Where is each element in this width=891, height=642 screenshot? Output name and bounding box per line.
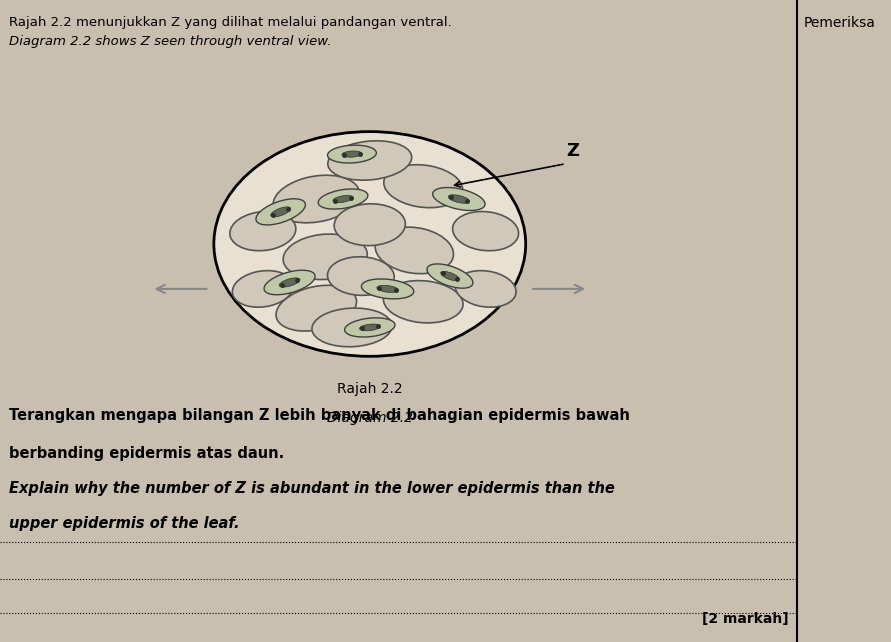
Ellipse shape: [375, 227, 454, 273]
Ellipse shape: [334, 204, 405, 246]
Ellipse shape: [455, 271, 516, 307]
Ellipse shape: [448, 195, 470, 204]
Ellipse shape: [433, 187, 485, 211]
Ellipse shape: [441, 272, 459, 281]
Text: Pemeriksa: Pemeriksa: [804, 16, 875, 30]
Text: Diagram 2.2 shows Z seen through ventral view.: Diagram 2.2 shows Z seen through ventral…: [9, 35, 331, 48]
Text: upper epidermis of the leaf.: upper epidermis of the leaf.: [9, 516, 240, 530]
Text: Rajah 2.2: Rajah 2.2: [337, 382, 403, 396]
Ellipse shape: [279, 278, 300, 287]
Ellipse shape: [230, 211, 296, 251]
Ellipse shape: [328, 145, 376, 163]
Text: Diagram 2.2: Diagram 2.2: [327, 411, 413, 425]
Ellipse shape: [362, 279, 413, 299]
Text: Explain why the number of Z is abundant in the lower epidermis than the: Explain why the number of Z is abundant …: [9, 482, 615, 496]
Ellipse shape: [312, 308, 392, 347]
Ellipse shape: [264, 270, 315, 295]
Text: Rajah 2.2 menunjukkan Z yang dilihat melalui pandangan ventral.: Rajah 2.2 menunjukkan Z yang dilihat mel…: [9, 16, 452, 29]
Ellipse shape: [384, 165, 462, 207]
Ellipse shape: [342, 151, 362, 157]
Ellipse shape: [328, 257, 394, 295]
Ellipse shape: [377, 286, 398, 292]
Ellipse shape: [283, 234, 367, 279]
Ellipse shape: [271, 207, 290, 217]
Circle shape: [214, 132, 526, 356]
Ellipse shape: [274, 175, 359, 223]
Text: Terangkan mengapa bilangan Z lebih banyak di bahagian epidermis bawah: Terangkan mengapa bilangan Z lebih banya…: [9, 408, 630, 422]
Text: [2 markah]: [2 markah]: [702, 612, 789, 626]
Ellipse shape: [427, 264, 473, 288]
Ellipse shape: [383, 281, 463, 323]
Ellipse shape: [333, 195, 353, 203]
Ellipse shape: [318, 189, 368, 209]
Ellipse shape: [276, 285, 356, 331]
Ellipse shape: [345, 318, 395, 337]
Ellipse shape: [359, 324, 380, 331]
Text: Z: Z: [566, 143, 578, 160]
Ellipse shape: [256, 199, 306, 225]
Text: berbanding epidermis atas daun.: berbanding epidermis atas daun.: [9, 446, 284, 461]
Ellipse shape: [453, 211, 519, 251]
Ellipse shape: [233, 271, 293, 307]
Ellipse shape: [328, 141, 412, 180]
